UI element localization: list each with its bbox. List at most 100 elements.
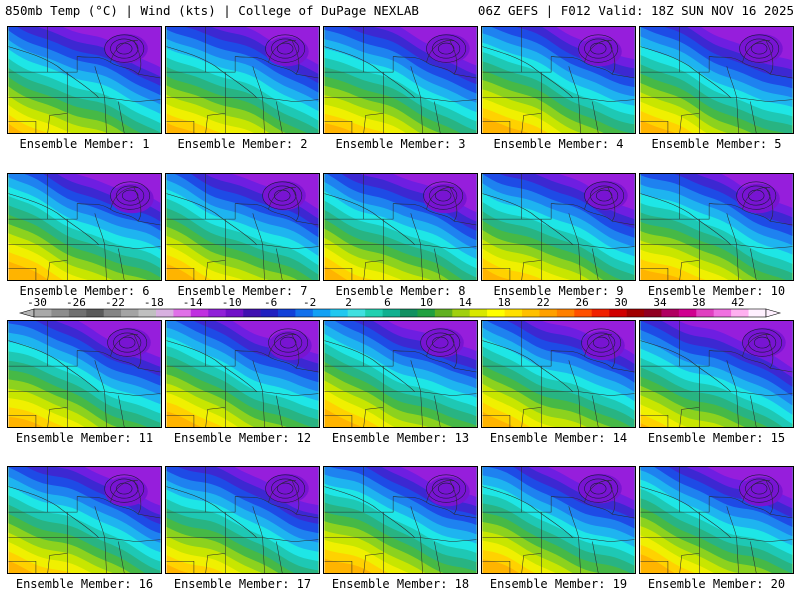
colorbar-swatch (713, 309, 732, 317)
colorbar-swatch (103, 309, 122, 317)
wind-circulation (265, 474, 306, 503)
ensemble-panel: Ensemble Member: 8 (323, 173, 478, 298)
ensemble-panel: Ensemble Member: 11 (7, 320, 162, 445)
temperature-band (8, 467, 161, 506)
colorbar-high-arrow (765, 308, 782, 318)
member-temperature-map (323, 26, 478, 134)
ensemble-member-label: Ensemble Member: 13 (331, 431, 470, 445)
colorbar-swatch (365, 309, 383, 317)
colorbar-swatch (626, 309, 645, 317)
ensemble-panel: Ensemble Member: 3 (323, 26, 478, 151)
colorbar-swatch (574, 309, 593, 317)
wind-circulation (268, 328, 309, 357)
colorbar-tick-label: 38 (692, 296, 705, 309)
wind-circulation (742, 328, 783, 357)
state-borders (8, 27, 161, 133)
colorbar-tick-label: 6 (384, 296, 391, 309)
member-temperature-map (165, 26, 320, 134)
ensemble-member-label: Ensemble Member: 3 (335, 137, 466, 151)
colorbar-swatch (609, 309, 627, 317)
member-temperature-map (323, 173, 478, 281)
state-borders (640, 467, 793, 573)
state-borders (166, 321, 319, 427)
colorbar-swatch (400, 309, 418, 317)
state-borders (640, 321, 793, 427)
wind-circulation (739, 34, 780, 63)
ensemble-member-label: Ensemble Member: 2 (177, 137, 308, 151)
ensemble-panel: Ensemble Member: 16 (7, 466, 162, 591)
colorbar-tick-label: 30 (614, 296, 627, 309)
wind-circulation (426, 474, 467, 503)
colorbar-swatch (68, 309, 87, 317)
colorbar-tick-label: -2 (303, 296, 316, 309)
wind-circulation (104, 474, 145, 503)
member-temperature-map (639, 173, 794, 281)
ensemble-member-label: Ensemble Member: 19 (489, 577, 628, 591)
member-temperature-map (481, 173, 636, 281)
colorbar-tick-label: -10 (222, 296, 242, 309)
state-borders (482, 174, 635, 280)
ensemble-member-label: Ensemble Member: 5 (651, 137, 782, 151)
state-borders (482, 27, 635, 133)
ensemble-member-label: Ensemble Member: 11 (15, 431, 154, 445)
wind-circulation (423, 181, 464, 210)
ensemble-member-label: Ensemble Member: 9 (493, 284, 624, 298)
ensemble-member-label: Ensemble Member: 10 (647, 284, 786, 298)
member-temperature-map (639, 26, 794, 134)
ensemble-panel: Ensemble Member: 17 (165, 466, 320, 591)
state-borders (482, 467, 635, 573)
colorbar-swatch (522, 309, 540, 317)
temperature-band (324, 174, 477, 213)
temperature-band (324, 467, 477, 498)
wind-circulation (104, 34, 145, 63)
state-borders (166, 174, 319, 280)
ensemble-panel: Ensemble Member: 6 (7, 173, 162, 298)
ensemble-member-label: Ensemble Member: 7 (177, 284, 308, 298)
member-temperature-map (7, 320, 162, 428)
state-borders (166, 27, 319, 133)
colorbar-tick-label: 26 (575, 296, 588, 309)
member-temperature-map (165, 320, 320, 428)
member-temperature-map (165, 173, 320, 281)
ensemble-panel: Ensemble Member: 15 (639, 320, 794, 445)
colorbar-swatch (86, 309, 105, 317)
colorbar-swatch (330, 309, 349, 317)
colorbar-swatch (260, 309, 279, 317)
map-title: 850mb Temp (°C) | Wind (kts) | College o… (5, 3, 419, 18)
colorbar-swatch (208, 309, 227, 317)
colorbar-tick-label: 14 (459, 296, 473, 309)
temperature-colorbar: -30 -26 -22 -18 -14 -10 -6 -2 2 6 10 14 18 22 26 30 34 38… (18, 296, 782, 318)
colorbar-tick-label: -30 (27, 296, 47, 309)
colorbar-swatch (696, 309, 715, 317)
ensemble-panel: Ensemble Member: 4 (481, 26, 636, 151)
ensemble-member-label: Ensemble Member: 20 (647, 577, 786, 591)
temperature-band (8, 174, 161, 203)
member-temperature-map (639, 466, 794, 574)
state-borders (324, 174, 477, 280)
member-temperature-map (323, 320, 478, 428)
colorbar-swatch (312, 309, 331, 317)
wind-circulation (426, 34, 467, 63)
colorbar-swatch (156, 309, 174, 317)
member-temperature-map (165, 466, 320, 574)
colorbar-swatch (34, 309, 52, 317)
state-borders (324, 321, 477, 427)
wind-circulation (110, 181, 151, 210)
state-borders (324, 27, 477, 133)
colorbar-swatch (556, 309, 575, 317)
colorbar-swatch (138, 309, 157, 317)
colorbar-tick-label: 42 (731, 296, 744, 309)
colorbar-tick-label: 18 (498, 296, 511, 309)
ensemble-panel: Ensemble Member: 7 (165, 173, 320, 298)
colorbar-tick-label: -6 (264, 296, 277, 309)
state-borders (166, 467, 319, 573)
ensemble-panel: Ensemble Member: 5 (639, 26, 794, 151)
colorbar-swatch (278, 309, 296, 317)
colorbar-swatch (417, 309, 436, 317)
wind-circulation (584, 181, 625, 210)
colorbar-swatch (173, 309, 192, 317)
ensemble-panel: Ensemble Member: 18 (323, 466, 478, 591)
colorbar-tick-label: 10 (420, 296, 433, 309)
state-borders (324, 467, 477, 573)
wind-circulation (578, 474, 619, 503)
